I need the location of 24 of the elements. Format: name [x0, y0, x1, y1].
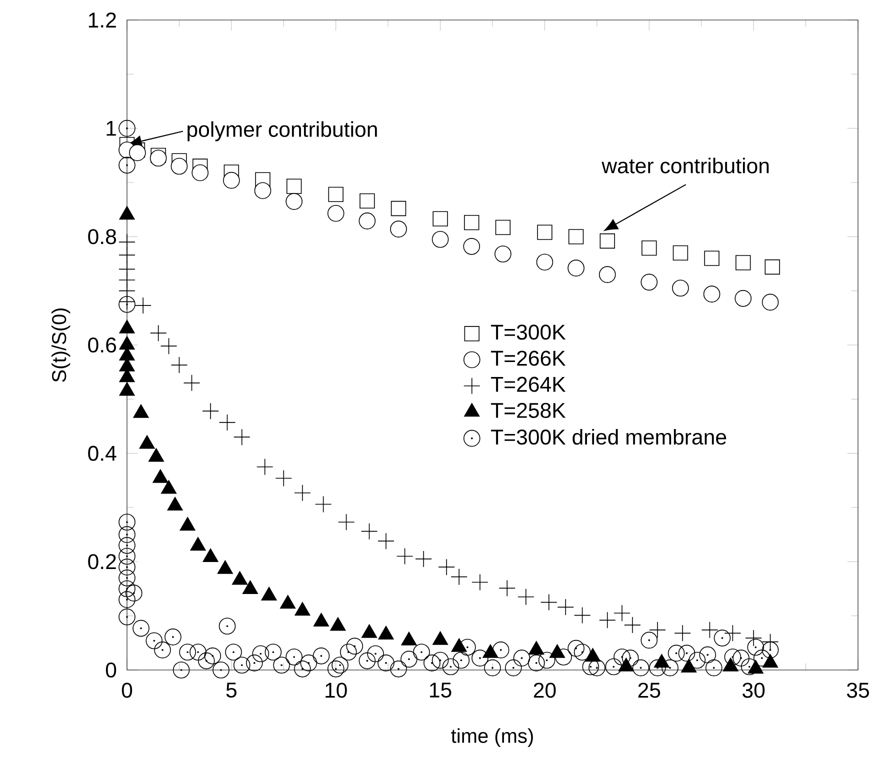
- legend-label: T=266K: [491, 350, 566, 366]
- y-tick-label: 0.4: [88, 446, 116, 461]
- legend-label: T=258K: [491, 402, 566, 418]
- legend-label: T=300K: [491, 324, 566, 340]
- annotation: water contribution: [602, 158, 769, 174]
- y-axis-title: S(t)/S(0): [52, 308, 70, 382]
- x-tick-label: 0: [122, 682, 132, 698]
- x-tick-label: 20: [534, 682, 556, 698]
- y-tick-label: 0.2: [88, 554, 116, 570]
- annotation: polymer contribution: [188, 121, 377, 142]
- x-tick-label: 35: [846, 682, 869, 698]
- x-tick-label: 15: [430, 682, 452, 698]
- y-tick-label: 0.6: [88, 337, 116, 353]
- y-tick-label: 1: [106, 120, 116, 136]
- y-tick-label: 1.2: [88, 12, 116, 28]
- x-tick-label: 25: [638, 682, 660, 698]
- y-tick-label: 0: [106, 662, 116, 678]
- x-tick-label: 5: [226, 682, 236, 698]
- x-tick-label: 10: [326, 682, 347, 698]
- legend-label: T=300K dried membrane: [491, 428, 726, 445]
- legend-label: T=264K: [491, 376, 566, 392]
- y-tick-label: 0.8: [88, 229, 116, 244]
- x-tick-label: 30: [742, 682, 765, 698]
- x-axis-title: time (ms): [451, 728, 533, 747]
